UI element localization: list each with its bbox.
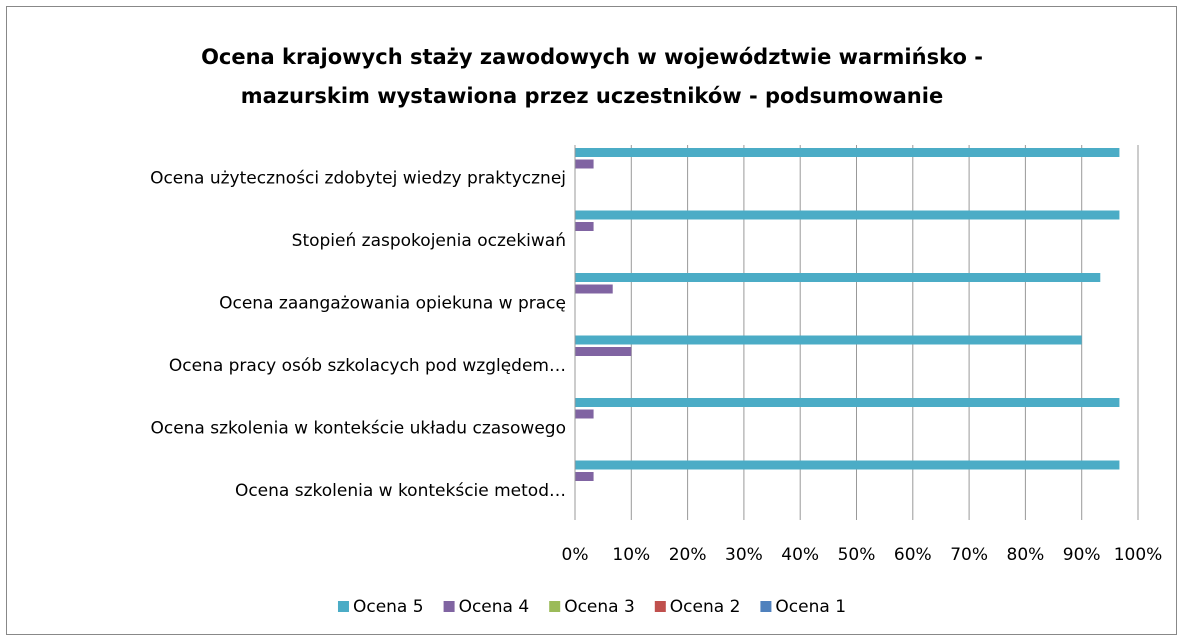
x-tick-label: 80% [1007, 545, 1045, 565]
legend-swatch [760, 601, 772, 612]
legend-label: Ocena 5 [353, 597, 424, 617]
bar [575, 398, 1120, 407]
chart-border [6, 6, 1177, 635]
bar [575, 472, 594, 481]
legend-swatch [549, 601, 561, 612]
x-tick-label: 50% [838, 545, 876, 565]
bar [575, 273, 1101, 282]
x-tick-label: 10% [612, 545, 650, 565]
bar [575, 148, 1120, 157]
legend-label: Ocena 1 [775, 597, 846, 617]
legend-label: Ocena 4 [459, 597, 530, 617]
y-tick-label: Ocena pracy osób szkolacych pod względem… [169, 356, 566, 376]
y-tick-label: Ocena zaangażowania opiekuna w pracę [219, 293, 566, 313]
y-tick-label: Ocena szkolenia w kontekście układu czas… [150, 418, 566, 438]
x-tick-label: 20% [669, 545, 707, 565]
bar [575, 210, 1120, 220]
chart-title: mazurskim wystawiona przez uczestników -… [241, 84, 943, 108]
bar [575, 409, 594, 419]
y-tick-label: Ocena szkolenia w kontekście metod… [235, 481, 566, 501]
bar [575, 460, 1120, 470]
legend-swatch [443, 601, 455, 612]
x-tick-label: 0% [562, 545, 589, 565]
y-tick-label: Ocena użyteczności zdobytej wiedzy prakt… [150, 168, 566, 188]
chart-title: Ocena krajowych staży zawodowych w wojew… [201, 45, 983, 69]
legend-label: Ocena 2 [670, 597, 741, 617]
y-tick-label: Stopień zaspokojenia oczekiwań [292, 231, 566, 251]
legend-label: Ocena 3 [564, 597, 635, 617]
x-tick-label: 40% [781, 545, 819, 565]
bar [575, 284, 613, 294]
x-tick-label: 90% [1063, 545, 1101, 565]
bar [575, 335, 1082, 345]
legend-swatch [337, 601, 349, 612]
legend-swatch [654, 601, 666, 612]
x-tick-label: 70% [950, 545, 988, 565]
x-tick-label: 30% [725, 545, 763, 565]
bar [575, 159, 594, 169]
bar [575, 347, 632, 356]
x-tick-label: 60% [894, 545, 932, 565]
x-tick-label: 100% [1114, 545, 1163, 565]
bar [575, 222, 594, 231]
